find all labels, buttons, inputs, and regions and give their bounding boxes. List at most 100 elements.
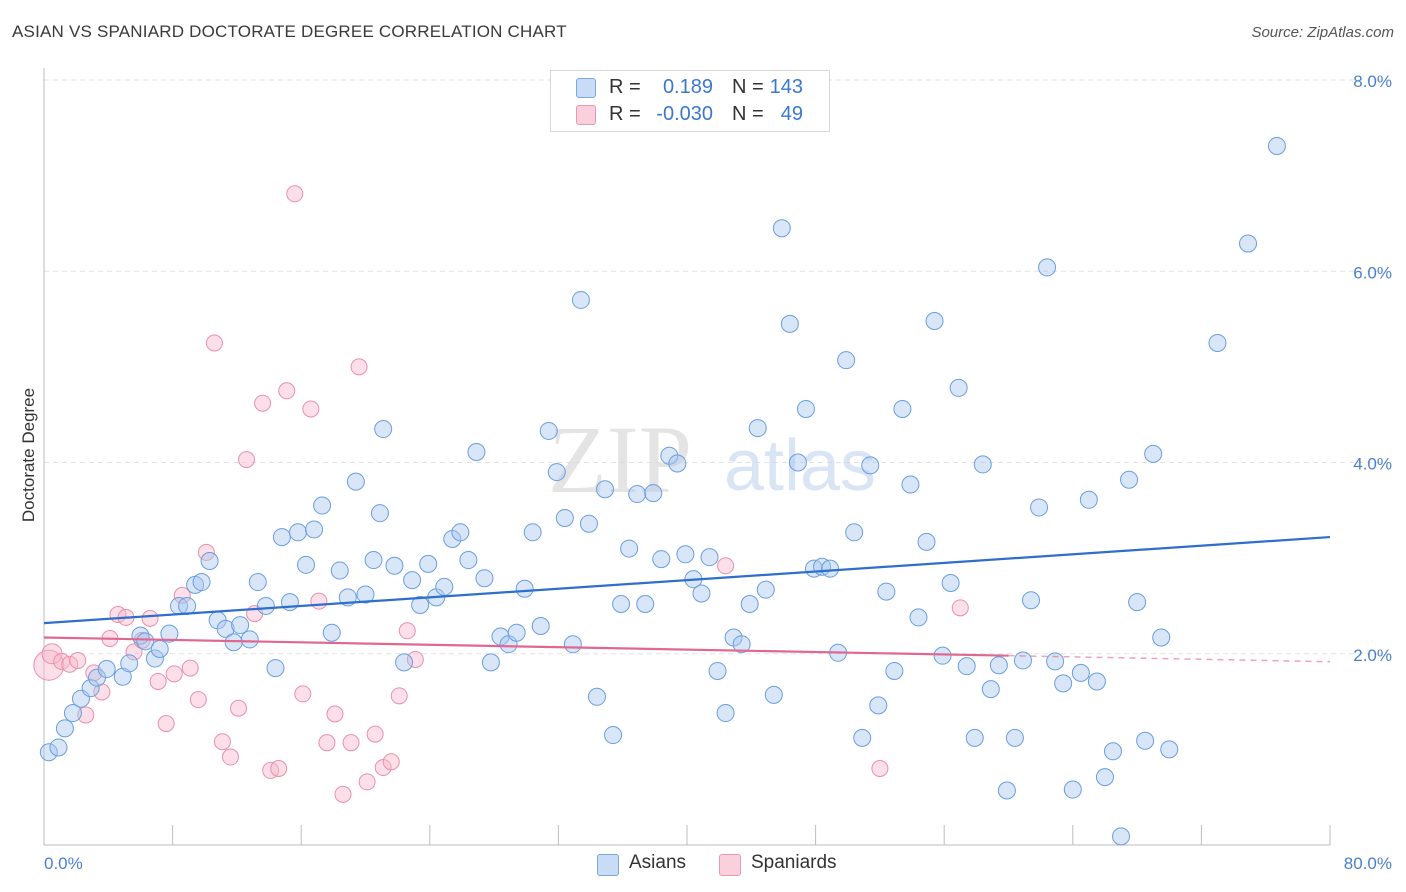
data-point-asian <box>764 685 783 704</box>
data-point-asian <box>523 523 542 542</box>
source-credit: Source: ZipAtlas.com <box>1251 24 1394 41</box>
data-point-asian <box>845 523 864 542</box>
data-point-spaniard <box>165 665 183 683</box>
trend-lines <box>43 535 1331 663</box>
data-point-asian <box>55 719 74 738</box>
data-point-asian <box>459 551 478 570</box>
data-point-spaniard <box>238 451 256 469</box>
data-point-spaniard <box>77 706 95 724</box>
data-point-asian <box>435 577 454 596</box>
data-point-asian <box>1152 628 1171 647</box>
data-point-asian <box>231 616 250 635</box>
data-point-spaniard <box>326 705 344 723</box>
data-point-asian <box>997 781 1016 800</box>
data-point-asian <box>39 743 58 762</box>
data-point-asian <box>150 639 169 658</box>
data-point-asian <box>200 551 219 570</box>
y-tick-label: 2.0% <box>1353 646 1392 665</box>
data-point-asian <box>120 654 139 673</box>
data-point-asian <box>49 738 68 757</box>
data-point-spaniard <box>149 672 167 690</box>
data-point-asian <box>192 573 211 592</box>
data-point-asian <box>1030 498 1049 517</box>
data-point-asian <box>1079 490 1098 509</box>
watermark-atlas: atlas <box>724 426 876 506</box>
data-point-asian <box>419 554 438 573</box>
data-point-asian <box>909 608 928 627</box>
data-point-asian <box>374 420 393 439</box>
data-point-asian <box>620 539 639 558</box>
data-point-spaniard <box>254 394 272 412</box>
data-point-asian <box>1144 444 1163 463</box>
data-point-asian <box>1063 780 1082 799</box>
data-point-asian <box>821 559 840 578</box>
data-point-asian <box>97 660 116 679</box>
data-point-spaniard <box>221 748 239 766</box>
data-point-asian <box>604 726 623 745</box>
x-tick-label: 0.0% <box>44 854 83 873</box>
data-point-asian <box>346 472 365 491</box>
series-spaniards <box>33 185 969 803</box>
data-point-spaniard <box>334 785 352 803</box>
y-tick-label: 8.0% <box>1353 72 1392 91</box>
data-point-asian <box>515 579 534 598</box>
data-point-asian <box>925 311 944 330</box>
data-point-spaniard <box>390 687 408 705</box>
data-point-spaniard <box>157 715 175 733</box>
data-point-asian <box>668 454 687 473</box>
legend-swatch-asians <box>576 78 596 98</box>
data-point-asian <box>1087 672 1106 691</box>
watermark: ZIP atlas <box>548 406 876 513</box>
data-point-asian <box>240 630 259 649</box>
y-axis-title: Doctorate Degree <box>19 388 38 522</box>
data-point-asian <box>1208 333 1227 352</box>
data-point-asian <box>1128 593 1147 612</box>
data-point-asian <box>136 632 155 651</box>
data-point-asian <box>81 679 100 698</box>
data-point-asian <box>1022 591 1041 610</box>
data-point-asian <box>740 595 759 614</box>
trend-line-asians <box>43 535 1331 625</box>
watermark-zip: ZIP <box>548 406 692 513</box>
data-point-asian <box>1267 136 1286 155</box>
data-point-asian <box>644 484 663 503</box>
data-point-asian <box>957 657 976 676</box>
data-point-spaniard <box>230 699 248 717</box>
data-point-asian <box>973 455 992 474</box>
data-point-asian <box>481 653 500 672</box>
data-point-asian <box>507 623 526 642</box>
data-point-spaniard <box>398 622 416 640</box>
data-point-asian <box>1095 768 1114 787</box>
data-point-spaniard <box>310 592 328 610</box>
series-asians <box>39 136 1286 846</box>
legend-r-value: 0.189 <box>662 76 713 98</box>
y-tick-label: 4.0% <box>1353 455 1392 474</box>
data-point-asian <box>1239 234 1258 253</box>
legend-r-label: R = <box>609 76 641 98</box>
data-point-spaniard <box>61 655 79 673</box>
data-point-asian <box>692 584 711 603</box>
data-point-spaniard <box>871 760 889 777</box>
data-point-asian <box>1054 674 1073 693</box>
data-point-asian <box>941 573 960 592</box>
legend-n-label: N = <box>732 103 764 125</box>
legend-n-value: 143 <box>769 76 803 98</box>
data-point-asian <box>248 573 267 592</box>
data-point-asian <box>1103 742 1122 761</box>
data-point-asian <box>652 550 671 569</box>
data-point-asian <box>403 571 422 590</box>
data-point-asian <box>178 596 197 615</box>
data-point-asian <box>395 653 414 672</box>
data-point-asian <box>716 704 735 723</box>
data-point-asian <box>216 619 235 638</box>
data-point-asian <box>748 419 767 438</box>
data-point-asian <box>676 545 695 564</box>
trend-line-spaniards-extension <box>1008 654 1331 663</box>
data-point-asian <box>555 508 574 527</box>
data-point-asian <box>587 687 606 706</box>
y-tick-label: 6.0% <box>1353 263 1392 282</box>
data-point-spaniard <box>181 659 199 677</box>
legend-n-label: N = <box>732 76 764 98</box>
legend-r-label: R = <box>609 103 641 125</box>
data-point-asian <box>467 442 486 461</box>
